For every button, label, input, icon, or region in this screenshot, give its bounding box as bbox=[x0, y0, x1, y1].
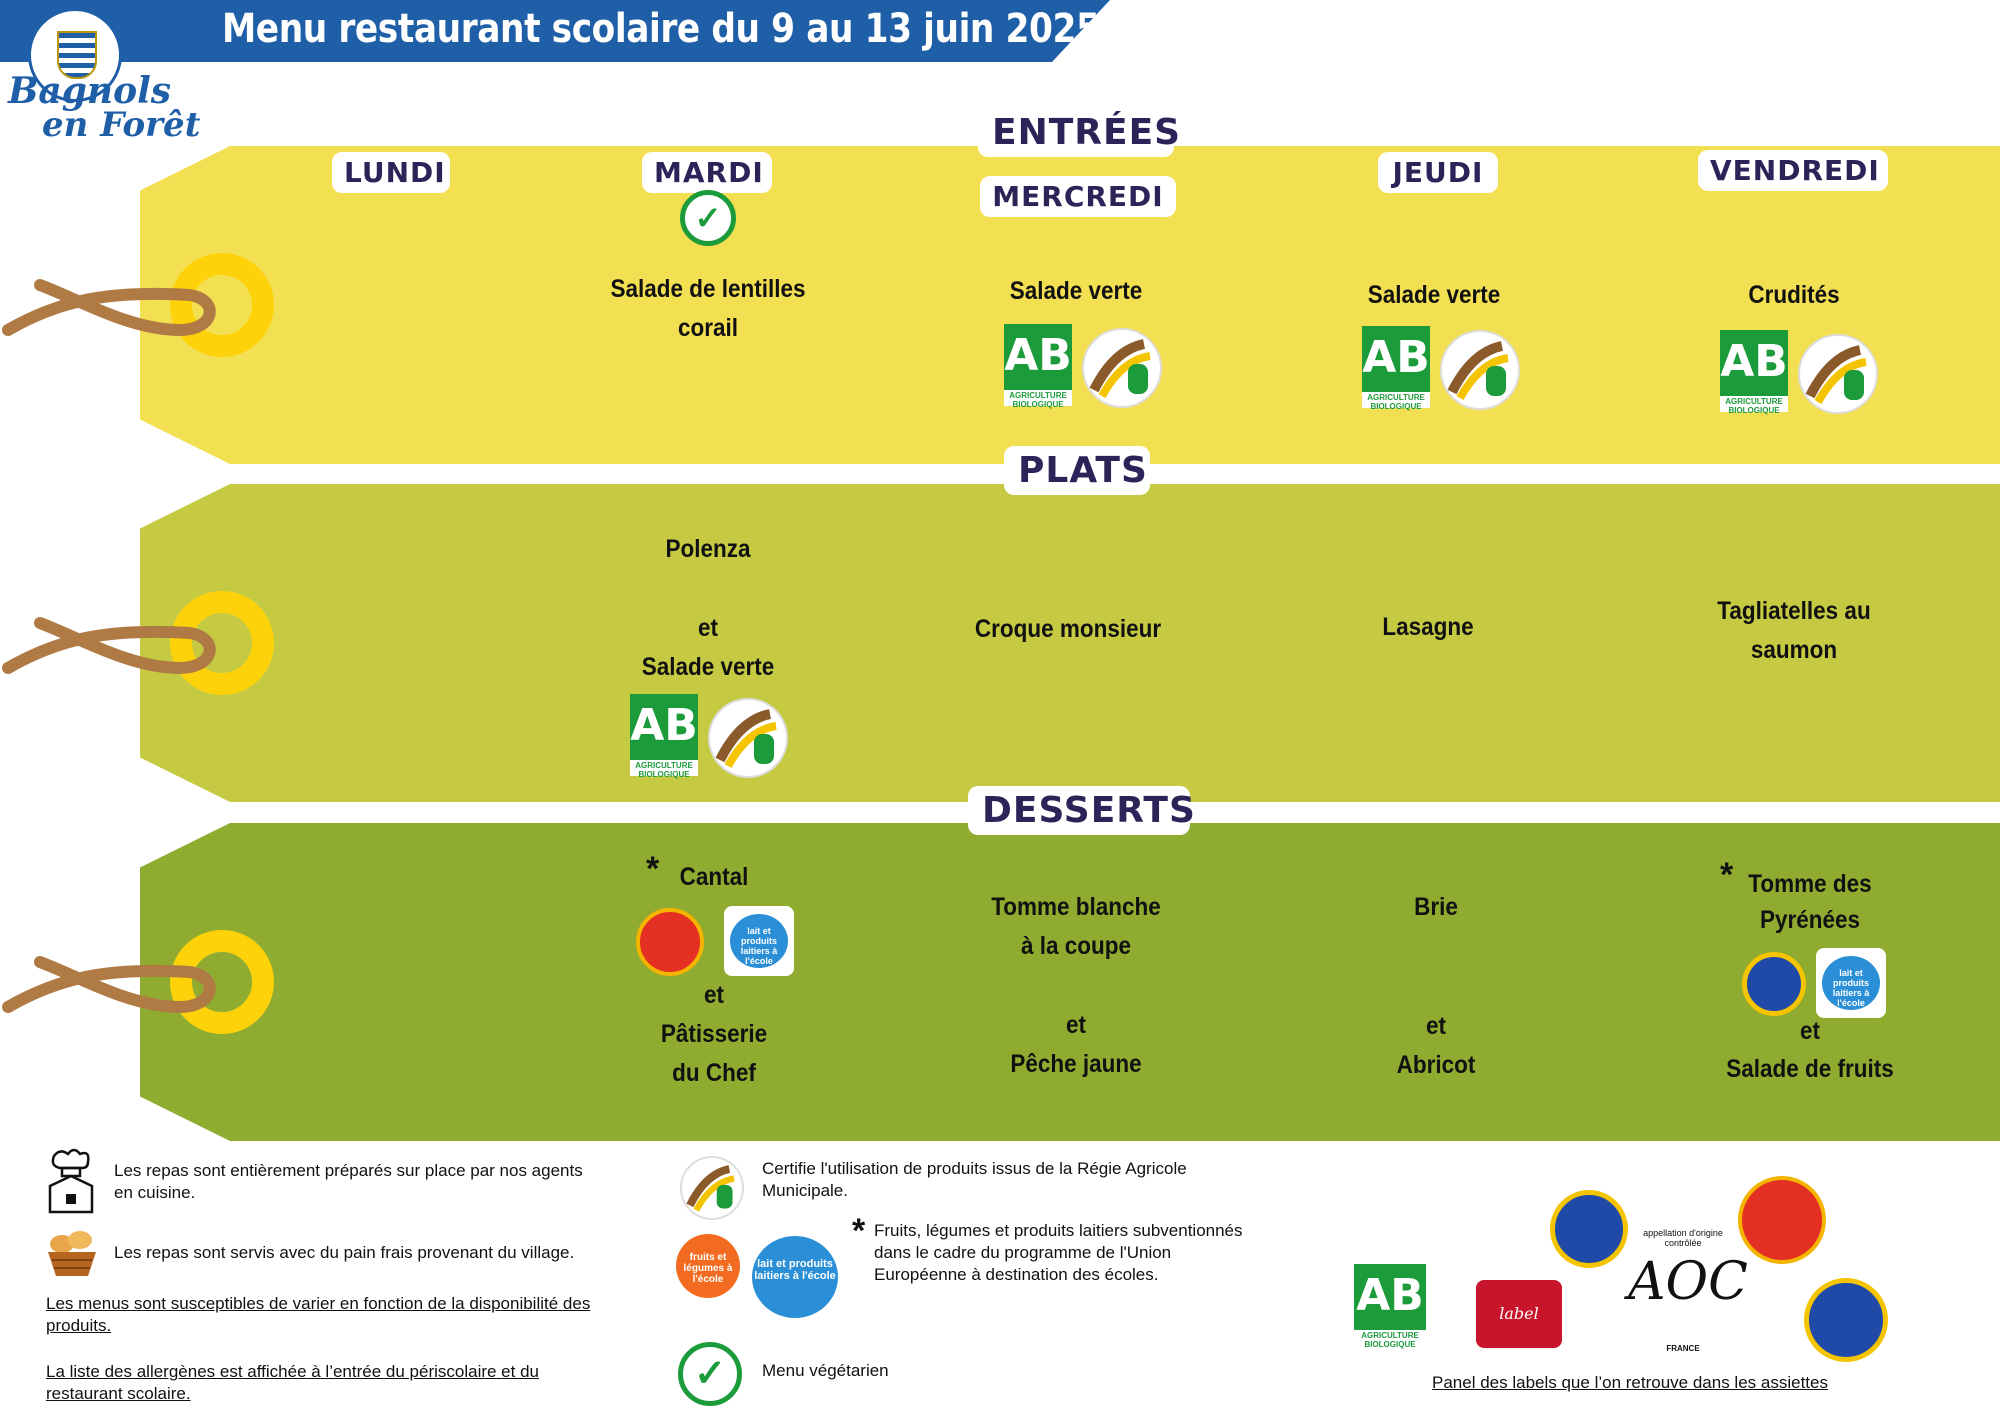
plat-vendredi: Tagliatelles au saumon bbox=[1717, 597, 1871, 664]
legend-allergens: La liste des allergènes est affichée à l… bbox=[46, 1362, 539, 1403]
logo-line-1: Bagnols bbox=[8, 70, 172, 112]
ab-organic-icon: AB AGRICULTURE BIOLOGIQUE bbox=[1004, 324, 1072, 409]
ab-organic-icon: AB AGRICULTURE BIOLOGIQUE bbox=[630, 694, 698, 779]
legend-vegetarian: Menu végétarien bbox=[762, 1361, 889, 1380]
entree-mercredi: Salade verte bbox=[1009, 277, 1143, 305]
day-mercredi: MERCREDI bbox=[980, 176, 1176, 217]
plat-mardi: Polenza et Salade verte bbox=[641, 535, 775, 681]
day-mardi: MARDI bbox=[642, 152, 772, 193]
aoc-label-icon: appellation d'origine contrôlée AOC FRAN… bbox=[1628, 1228, 1748, 1353]
entree-vendredi: Crudités bbox=[1748, 281, 1840, 309]
dessert-jeudi: Brie et Abricot bbox=[1396, 893, 1476, 1079]
plats-band bbox=[140, 484, 2000, 802]
section-title-entrees: ENTRÉES bbox=[978, 108, 1180, 157]
aop-label-icon bbox=[1738, 1176, 1826, 1264]
regie-agricole-icon bbox=[680, 1156, 744, 1220]
page-title: Menu restaurant scolaire du 9 au 13 juin… bbox=[222, 6, 1100, 52]
vegetarian-check-icon: ✓ bbox=[680, 190, 736, 246]
stg-label-icon bbox=[1804, 1278, 1888, 1362]
plat-jeudi: Lasagne bbox=[1382, 613, 1474, 641]
label-rouge-icon: label Rouge bbox=[1476, 1280, 1562, 1391]
lait-ecole-icon: lait et produits laitiers à l'école bbox=[752, 1236, 838, 1318]
lait-ecole-icon: lait et produits laitiers à l'école bbox=[1816, 948, 1886, 1018]
ab-organic-icon: AB AGRICULTURE BIOLOGIQUE bbox=[1362, 326, 1430, 411]
regie-agricole-icon bbox=[1798, 334, 1878, 414]
legend-regie: Certifie l'utilisation de produits issus… bbox=[762, 1159, 1187, 1200]
header-banner bbox=[0, 0, 1110, 62]
legend-menu-vary: Les menus sont susceptibles de varier en… bbox=[46, 1294, 591, 1335]
dessert-mardi-cheese: Cantal bbox=[679, 863, 749, 891]
fruits-legumes-ecole-icon: fruits et légumes à l'école bbox=[676, 1234, 740, 1298]
dessert-mercredi: Tomme blanche à la coupe et Pêche jaune bbox=[991, 893, 1161, 1078]
ab-organic-icon: AB AGRICULTURE BIOLOGIQUE bbox=[1720, 330, 1788, 415]
regie-agricole-icon bbox=[708, 698, 788, 778]
section-title-desserts: DESSERTS bbox=[968, 786, 1195, 835]
plat-mercredi: Croque monsieur bbox=[974, 615, 1162, 643]
tag-string-icon bbox=[2, 617, 216, 675]
chef-house-icon bbox=[48, 1148, 94, 1214]
tag-string-icon bbox=[2, 279, 216, 337]
ab-organic-icon: AB AGRICULTURE BIOLOGIQUE bbox=[1354, 1264, 1426, 1349]
igp-label-icon bbox=[1550, 1190, 1628, 1268]
day-vendredi: VENDREDI bbox=[1698, 150, 1888, 191]
desserts-band bbox=[140, 823, 2000, 1141]
entree-mardi: Salade de lentilles corail bbox=[610, 275, 806, 342]
igp-label-icon bbox=[1742, 952, 1806, 1016]
legend-chef: Les repas sont entièrement préparés sur … bbox=[114, 1161, 583, 1202]
entree-jeudi: Salade verte bbox=[1367, 281, 1501, 309]
eu-subsidy-asterisk: * bbox=[646, 850, 660, 888]
logo-line-2: en Forêt bbox=[42, 105, 201, 145]
eu-subsidy-asterisk: * bbox=[1720, 856, 1734, 894]
legend-eu-program: Fruits, légumes et produits laitiers sub… bbox=[874, 1221, 1243, 1284]
regie-agricole-icon bbox=[1082, 328, 1162, 408]
town-seal-icon bbox=[28, 8, 122, 102]
legend-panel-labels: Panel des labels que l’on retrouve dans … bbox=[1432, 1373, 1828, 1392]
day-jeudi: JEUDI bbox=[1378, 152, 1498, 193]
legend-bread: Les repas sont servis avec du pain frais… bbox=[114, 1243, 575, 1262]
regie-agricole-icon bbox=[1440, 330, 1520, 410]
section-title-plats: PLATS bbox=[1004, 446, 1150, 495]
lait-ecole-icon: lait et produits laitiers à l'école bbox=[724, 906, 794, 976]
town-logo: Bagnols en Forêt bbox=[8, 73, 201, 145]
day-lundi: LUNDI bbox=[332, 152, 450, 193]
tag-string-icon bbox=[2, 956, 216, 1014]
bread-basket-icon bbox=[48, 1231, 96, 1276]
aop-label-icon bbox=[636, 908, 704, 976]
vegetarian-check-icon: ✓ bbox=[678, 1342, 742, 1406]
eu-subsidy-asterisk: * bbox=[852, 1212, 866, 1250]
dessert-mardi-rest: et Pâtisserie du Chef bbox=[660, 981, 768, 1087]
dessert-vendredi-cheese: Tomme des Pyrénées bbox=[1748, 870, 1872, 934]
dessert-vendredi-rest: et Salade de fruits bbox=[1726, 1017, 1894, 1083]
